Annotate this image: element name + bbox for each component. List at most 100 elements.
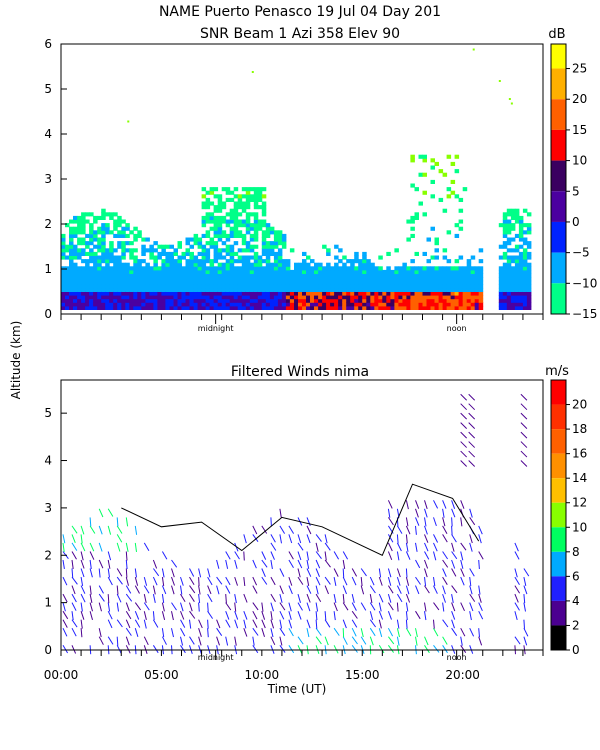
snr-cell xyxy=(237,305,243,310)
snr-cell xyxy=(334,287,339,292)
snr-cell xyxy=(241,194,247,199)
snr-cell xyxy=(454,302,460,307)
snr-cell xyxy=(466,291,472,296)
snr-cell xyxy=(518,230,524,235)
wind-vector xyxy=(297,551,302,561)
snr-cell xyxy=(398,284,403,289)
snr-cell xyxy=(229,244,235,249)
wind-vector xyxy=(396,602,399,612)
snr-cell xyxy=(109,215,114,220)
snr-cell xyxy=(318,262,323,267)
snr-cell xyxy=(450,305,456,310)
snr-cell xyxy=(225,237,231,242)
snr-cell xyxy=(358,305,363,310)
snr-cell xyxy=(422,277,427,282)
snr-cell xyxy=(89,284,94,289)
snr-cell xyxy=(281,302,287,307)
snr-cell xyxy=(518,226,524,231)
snr-cell xyxy=(346,259,351,264)
snr-cell xyxy=(478,259,484,264)
wind-vector xyxy=(424,525,428,535)
snr-cell xyxy=(338,298,343,303)
wind-vector xyxy=(415,559,421,569)
snr-cell xyxy=(470,298,476,303)
wind-vector xyxy=(342,594,345,604)
snr-cell xyxy=(466,287,472,292)
snr-cell xyxy=(177,255,182,260)
snr-cell xyxy=(354,277,359,282)
wind-vector xyxy=(243,534,247,544)
wind-vector xyxy=(207,593,213,603)
wind-vector xyxy=(333,593,337,604)
snr-cell xyxy=(462,273,468,278)
snr-cell xyxy=(181,305,186,310)
snr-cell xyxy=(257,280,263,285)
snr-cell xyxy=(470,302,476,307)
snr-cell xyxy=(69,219,74,224)
snr-cell xyxy=(322,269,327,274)
snr-cell xyxy=(265,298,271,303)
snr-cell xyxy=(121,241,126,246)
snr-cell xyxy=(177,262,182,267)
snr-cell xyxy=(273,230,279,235)
wind-vector xyxy=(189,568,195,577)
wind-vector xyxy=(478,559,480,570)
wind-vector xyxy=(433,500,439,509)
snr-cell xyxy=(326,302,331,307)
snr-cell xyxy=(113,223,118,228)
snr-cell xyxy=(101,259,106,264)
snr-cell xyxy=(506,223,512,228)
snr-cell xyxy=(414,295,419,300)
snr-cell xyxy=(470,305,476,310)
snr-cell xyxy=(109,273,114,278)
snr-cell xyxy=(422,212,427,217)
snr-cell xyxy=(225,291,231,296)
snr-cell xyxy=(109,284,114,289)
snr-cell xyxy=(101,212,106,217)
snr-cell xyxy=(518,219,524,224)
snr-cell xyxy=(245,201,251,206)
snr-cell xyxy=(189,259,194,264)
snr-cell xyxy=(277,298,283,303)
snr-cell xyxy=(101,287,106,292)
snr-cell xyxy=(221,291,227,296)
snr-cell xyxy=(418,269,423,274)
snr-cell xyxy=(217,237,223,242)
snr-cell xyxy=(165,302,170,307)
snr-cell xyxy=(65,255,70,260)
snr-cell xyxy=(474,273,480,278)
wind-vector xyxy=(234,576,238,586)
snr-cell xyxy=(153,305,158,310)
snr-cell xyxy=(498,295,504,300)
snr-cell xyxy=(310,302,315,307)
snr-cell xyxy=(101,291,106,296)
wind-vector xyxy=(71,585,76,595)
wind-vector xyxy=(369,611,374,621)
snr-cell xyxy=(121,266,126,271)
wind-vector xyxy=(369,585,376,594)
wind-vector xyxy=(514,611,518,621)
snr-cell xyxy=(193,262,199,267)
wind-vector xyxy=(161,551,168,560)
wind-vector xyxy=(80,602,83,612)
snr-cell xyxy=(522,259,528,264)
snr-cell xyxy=(298,302,303,307)
snr-cell xyxy=(350,266,355,271)
snr-cell xyxy=(185,237,190,242)
snr-cell xyxy=(502,241,508,246)
wind-vector xyxy=(478,534,482,544)
snr-cell xyxy=(378,291,383,296)
snr-cell xyxy=(237,197,243,202)
snr-cell xyxy=(137,302,142,307)
snr-cell xyxy=(241,277,247,282)
snr-cell xyxy=(454,291,460,296)
snr-cell xyxy=(298,277,303,282)
wind-vector xyxy=(125,585,132,594)
snr-cell xyxy=(306,284,311,289)
snr-cell xyxy=(145,266,150,271)
snr-cell xyxy=(113,302,118,307)
snr-cell xyxy=(213,241,219,246)
snr-cell xyxy=(185,291,190,296)
snr-cell xyxy=(133,269,138,274)
snr-cell xyxy=(245,205,251,210)
